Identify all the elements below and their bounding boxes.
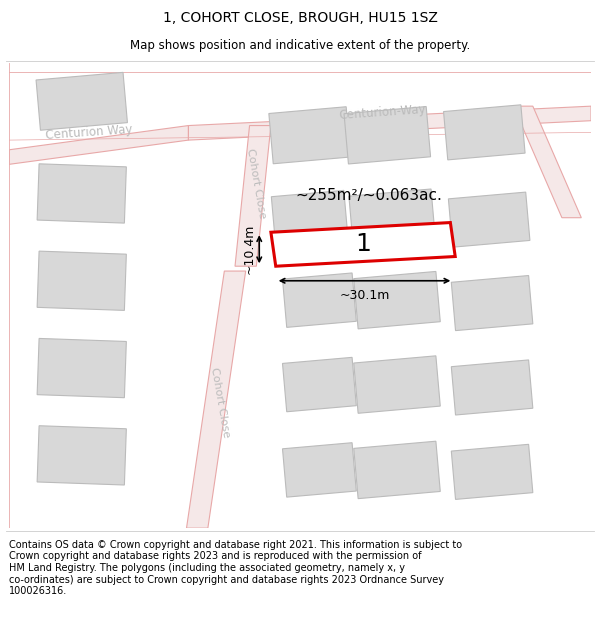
Polygon shape [349, 189, 436, 246]
Polygon shape [235, 126, 271, 266]
Polygon shape [36, 72, 127, 130]
Polygon shape [271, 222, 455, 266]
Polygon shape [354, 356, 440, 413]
Polygon shape [283, 357, 356, 412]
Polygon shape [37, 251, 127, 311]
Polygon shape [269, 107, 350, 164]
Polygon shape [9, 126, 188, 164]
Text: Centurion Way: Centurion Way [44, 123, 133, 142]
Polygon shape [443, 105, 525, 160]
Text: Cohort Close: Cohort Close [245, 148, 268, 219]
Polygon shape [37, 426, 127, 485]
Text: 1, COHORT CLOSE, BROUGH, HU15 1SZ: 1, COHORT CLOSE, BROUGH, HU15 1SZ [163, 11, 437, 24]
Text: ~30.1m: ~30.1m [340, 289, 389, 301]
Text: Cohort Close: Cohort Close [209, 366, 232, 438]
Text: Centurion-Way: Centurion-Way [338, 103, 427, 122]
Text: ~255m²/~0.063ac.: ~255m²/~0.063ac. [295, 188, 442, 203]
Polygon shape [37, 164, 127, 223]
Polygon shape [188, 106, 591, 140]
Text: Contains OS data © Crown copyright and database right 2021. This information is : Contains OS data © Crown copyright and d… [9, 540, 462, 596]
Polygon shape [344, 106, 431, 164]
Polygon shape [37, 338, 127, 398]
Polygon shape [283, 442, 356, 497]
Polygon shape [283, 273, 356, 328]
Text: 1: 1 [355, 232, 371, 256]
Polygon shape [271, 191, 348, 245]
Polygon shape [451, 360, 533, 415]
Polygon shape [354, 271, 440, 329]
Text: ~10.4m: ~10.4m [242, 224, 256, 274]
Polygon shape [187, 271, 245, 528]
Polygon shape [448, 192, 530, 248]
Polygon shape [451, 276, 533, 331]
Polygon shape [451, 444, 533, 499]
Polygon shape [354, 441, 440, 499]
Text: Map shows position and indicative extent of the property.: Map shows position and indicative extent… [130, 39, 470, 51]
Polygon shape [514, 106, 581, 218]
